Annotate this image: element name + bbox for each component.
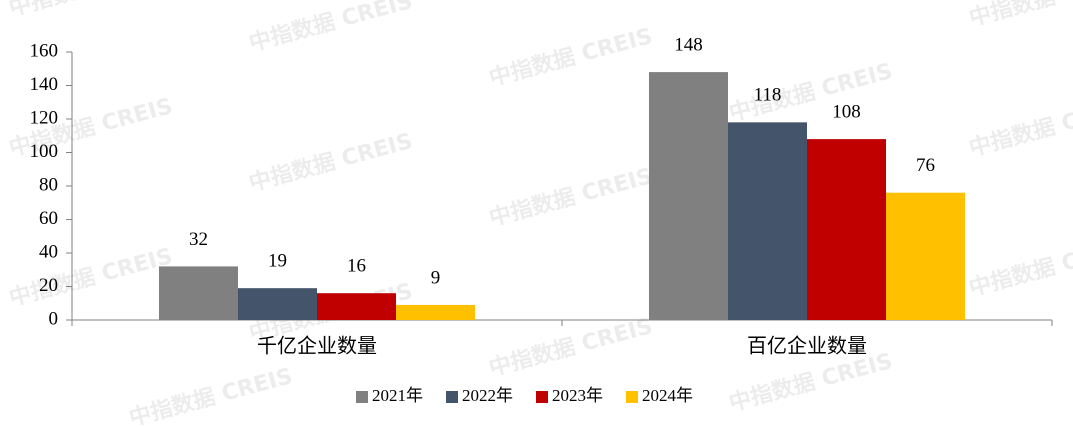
y-tick-label: 0 — [49, 308, 59, 329]
bar — [158, 266, 238, 320]
value-label: 76 — [916, 155, 935, 176]
value-label: 19 — [268, 251, 287, 272]
y-tick-label: 60 — [39, 208, 58, 229]
value-label: 118 — [754, 85, 782, 106]
y-tick-label: 40 — [39, 241, 58, 262]
watermark: 中指数据 CREIS — [966, 233, 1073, 302]
value-label: 16 — [347, 256, 366, 277]
bar — [317, 293, 397, 320]
y-tick-label: 160 — [30, 40, 59, 61]
watermark: 中指数据 CREIS — [246, 0, 415, 57]
legend-label: 2023年 — [552, 386, 603, 405]
bar — [396, 304, 476, 320]
y-tick-label: 120 — [30, 107, 59, 128]
legend-label: 2022年 — [462, 386, 513, 405]
watermark: 中指数据 CREIS — [246, 128, 415, 197]
x-tick-label: 千亿企业数量 — [257, 335, 377, 358]
bar — [237, 288, 317, 320]
watermark: 中指数据 CREIS — [6, 243, 175, 312]
x-tick-label: 百亿企业数量 — [747, 335, 867, 358]
watermark: 中指数据 CREIS — [966, 0, 1073, 32]
bar — [727, 122, 807, 320]
legend-label: 2021年 — [372, 386, 423, 405]
watermark: 中指数据 CREIS — [6, 0, 175, 22]
watermark: 中指数据 CREIS — [486, 163, 655, 232]
legend-swatch — [446, 391, 458, 403]
value-label: 32 — [189, 229, 208, 250]
watermark: 中指数据 CREIS — [126, 363, 295, 427]
watermark: 中指数据 CREIS — [726, 58, 895, 127]
bar — [886, 192, 966, 320]
legend-swatch — [626, 391, 638, 403]
y-tick-label: 80 — [39, 174, 58, 195]
legend-swatch — [536, 391, 548, 403]
watermark: 中指数据 CREIS — [966, 93, 1073, 162]
value-label: 9 — [431, 267, 441, 288]
legend-swatch — [356, 391, 368, 403]
legend-label: 2024年 — [642, 386, 693, 405]
y-tick-label: 100 — [30, 141, 59, 162]
watermark: 中指数据 CREIS — [486, 313, 655, 382]
watermark: 中指数据 CREIS — [726, 348, 895, 417]
y-tick-label: 20 — [39, 275, 58, 296]
value-label: 148 — [674, 34, 703, 55]
y-tick-label: 140 — [30, 74, 59, 95]
bar — [648, 72, 728, 320]
bar — [807, 139, 887, 320]
value-label: 108 — [832, 101, 861, 122]
watermark: 中指数据 CREIS — [486, 23, 655, 92]
